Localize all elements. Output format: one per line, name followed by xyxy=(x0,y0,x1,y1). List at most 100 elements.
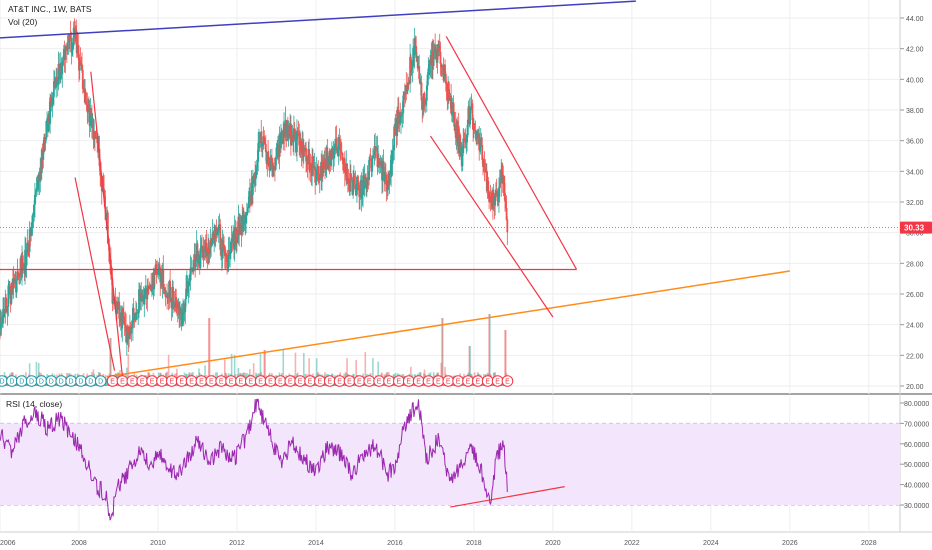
candle-body xyxy=(189,267,192,281)
price-tick-label[interactable]: 24.00 xyxy=(906,323,924,330)
time-tick-label[interactable]: 2026 xyxy=(782,540,798,547)
price-pane[interactable] xyxy=(0,0,900,392)
candle-body xyxy=(340,151,343,153)
price-tick-label[interactable]: 38.00 xyxy=(906,108,924,115)
price-tick-label[interactable]: 36.00 xyxy=(906,139,924,146)
rsi-axis[interactable]: 30.0000 40.0000 50.0000 60.0000 70.0000 80.00… xyxy=(900,401,929,510)
candle-body xyxy=(248,191,251,202)
time-tick-label[interactable]: 2028 xyxy=(861,540,877,547)
rsi-tick-label[interactable]: 40.0000 xyxy=(904,483,929,490)
candle-body xyxy=(293,128,295,142)
time-tick-label[interactable]: 2022 xyxy=(624,540,640,547)
trend-line[interactable] xyxy=(445,36,578,270)
candle-body xyxy=(183,311,186,314)
candle-body xyxy=(244,221,247,223)
candle-body xyxy=(187,286,190,293)
trend-line[interactable] xyxy=(0,0,636,39)
marker-letter: E xyxy=(298,379,303,386)
time-tick-label[interactable]: 2010 xyxy=(150,540,166,547)
time-tick-label[interactable]: 2018 xyxy=(466,540,482,547)
time-tick-label[interactable]: 2008 xyxy=(71,540,87,547)
trend-line[interactable] xyxy=(74,177,116,371)
candle-body xyxy=(158,263,161,268)
candle-body xyxy=(441,65,444,67)
rsi-tick-label[interactable]: 30.0000 xyxy=(904,503,929,510)
rsi-trend-line[interactable] xyxy=(450,486,565,508)
candle-body xyxy=(153,271,156,290)
candle-body xyxy=(156,270,159,274)
rsi-tick-label[interactable]: 80.0000 xyxy=(904,401,929,408)
candle-body xyxy=(478,133,481,151)
trend-lines[interactable] xyxy=(0,0,790,508)
candle-body xyxy=(267,156,270,167)
volume-legend[interactable]: Vol (20) xyxy=(8,17,37,27)
time-tick-label[interactable]: 2012 xyxy=(229,540,245,547)
candle-body xyxy=(70,38,73,53)
price-axis[interactable]: 20.00 22.00 24.00 26.00 28.00 30.00 32.00 34.00… xyxy=(900,16,924,391)
symbol-legend[interactable]: AT&T INC., 1W, BATS xyxy=(8,4,92,14)
price-tick-label[interactable]: 22.00 xyxy=(906,353,924,360)
volume-bar xyxy=(126,367,128,386)
dividend-marker[interactable] xyxy=(94,375,107,387)
candle-body xyxy=(128,334,131,340)
trend-line[interactable] xyxy=(106,270,790,378)
candle-body xyxy=(347,178,350,185)
price-tick-label[interactable]: 30.00 xyxy=(906,231,924,238)
trend-line[interactable] xyxy=(429,135,554,318)
rsi-tick-label[interactable]: 50.0000 xyxy=(904,462,929,469)
time-tick-label[interactable]: 2020 xyxy=(545,540,561,547)
candle-body xyxy=(432,53,435,66)
candle-body xyxy=(390,155,393,174)
marker-letter: D xyxy=(78,379,83,386)
trend-line[interactable] xyxy=(90,71,124,377)
marker-letter: E xyxy=(357,379,362,386)
marker-letter: E xyxy=(426,379,431,386)
candle-body xyxy=(354,183,357,189)
marker-letter: E xyxy=(179,379,184,386)
rsi-tick-label[interactable]: 70.0000 xyxy=(904,421,929,428)
candle-body xyxy=(89,108,92,126)
candle-body xyxy=(132,307,135,318)
marker-letter: E xyxy=(495,379,500,386)
candle-body xyxy=(329,150,332,166)
time-tick-label[interactable]: 2006 xyxy=(0,540,16,547)
candle-body xyxy=(409,56,412,75)
time-tick-label[interactable]: 2016 xyxy=(387,540,403,547)
candle-body xyxy=(294,130,297,141)
candle-body xyxy=(123,318,126,324)
time-tick-label[interactable]: 2014 xyxy=(308,540,324,547)
candle-body xyxy=(25,253,28,266)
candle-body xyxy=(400,115,402,124)
rsi-legend[interactable]: RSI (14, close) xyxy=(6,399,62,409)
price-tick-label[interactable]: 26.00 xyxy=(906,292,924,299)
price-tick-label[interactable]: 34.00 xyxy=(906,169,924,176)
candle-body xyxy=(222,240,225,249)
marker-letter: D xyxy=(9,379,14,386)
rsi-tick-label[interactable]: 60.0000 xyxy=(904,442,929,449)
candle-body xyxy=(352,180,355,195)
time-tick-label[interactable]: 2024 xyxy=(703,540,719,547)
price-tick-label[interactable]: 28.00 xyxy=(906,261,924,268)
candle-body xyxy=(483,160,486,169)
price-tick-label[interactable]: 32.00 xyxy=(906,200,924,207)
candle-body xyxy=(410,69,413,75)
candle-body xyxy=(435,48,437,59)
candle-body xyxy=(92,118,95,141)
price-tick-label[interactable]: 44.00 xyxy=(906,16,924,23)
price-tick-label[interactable]: 20.00 xyxy=(906,384,924,391)
candle-body xyxy=(209,240,212,255)
candle-body xyxy=(53,81,55,97)
earnings-marker[interactable] xyxy=(501,375,514,387)
price-tick-label[interactable]: 40.00 xyxy=(906,77,924,84)
candle-body xyxy=(207,247,210,254)
candle-body xyxy=(376,147,379,167)
time-axis[interactable]: 2006 2008 2010 2012 2014 2016 2018 2020 2022 2024… xyxy=(0,540,877,547)
candle-body xyxy=(385,179,388,191)
price-tick-label[interactable]: 42.00 xyxy=(906,47,924,54)
candle-body xyxy=(169,280,172,300)
candle-body xyxy=(356,176,359,183)
candle-body xyxy=(349,173,352,192)
candle-body xyxy=(308,149,310,170)
